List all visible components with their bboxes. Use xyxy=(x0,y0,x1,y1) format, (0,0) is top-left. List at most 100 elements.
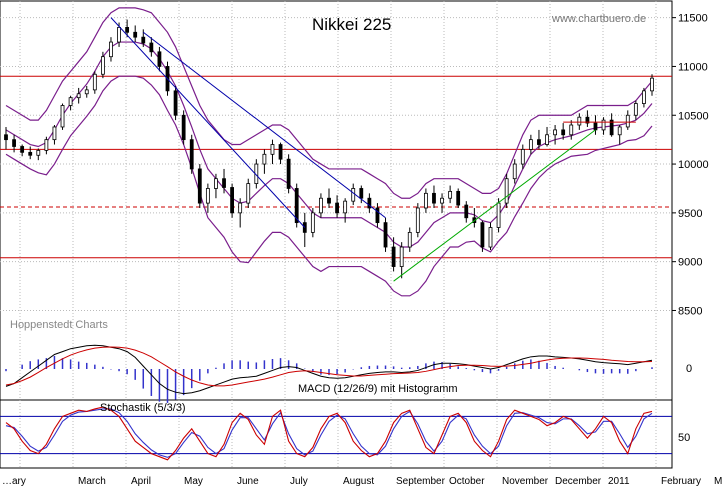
month-label: August xyxy=(343,476,374,486)
candle-body xyxy=(28,151,33,156)
month-label: July xyxy=(290,476,308,486)
candle-body xyxy=(238,202,243,214)
candle-body xyxy=(375,207,380,224)
candle-body xyxy=(504,178,509,204)
candle-body xyxy=(76,93,81,99)
candle-body xyxy=(117,27,121,43)
candle-body xyxy=(512,163,517,180)
candle-body xyxy=(537,139,541,145)
month-label: December xyxy=(555,476,602,486)
candle-body xyxy=(617,126,622,136)
y-tick-label: 10000 xyxy=(678,159,709,171)
candle-body xyxy=(488,227,493,248)
trendlines xyxy=(110,17,636,282)
candle-body xyxy=(351,188,356,202)
y-axis-ticks: 8500 9000 9500 10000 10500 11000 11500 xyxy=(672,13,709,317)
chart-frame xyxy=(0,0,673,469)
candle-body xyxy=(149,42,154,53)
candle-body xyxy=(496,202,501,228)
candle-body xyxy=(36,149,41,156)
month-label: May xyxy=(184,476,203,486)
candle-body xyxy=(480,222,485,248)
month-label: 2011 xyxy=(608,476,630,486)
candle-body xyxy=(286,158,291,189)
candle-body xyxy=(448,190,453,199)
candle-body xyxy=(440,197,444,204)
candle-body xyxy=(197,168,202,204)
candle-body xyxy=(577,116,582,126)
candle-body xyxy=(520,149,525,165)
candle-body xyxy=(310,212,315,233)
candle-body xyxy=(423,192,428,209)
candle-body xyxy=(399,246,404,267)
candle-body xyxy=(12,139,16,147)
candle-body xyxy=(601,119,606,131)
candle-body xyxy=(246,183,251,204)
source-label: Hoppenstedt Charts xyxy=(10,319,108,331)
bollinger-lower-line xyxy=(5,75,653,297)
candle-body xyxy=(609,119,614,136)
candle-body xyxy=(60,105,65,128)
candle-body xyxy=(68,97,73,106)
candle-body xyxy=(189,139,194,170)
y-tick-label: 9500 xyxy=(678,208,702,220)
candle-body xyxy=(545,134,549,145)
macd-line xyxy=(5,344,653,395)
candle-body xyxy=(569,124,574,136)
month-label: November xyxy=(502,476,549,486)
trendline xyxy=(393,129,596,282)
stochastic-k-line xyxy=(5,406,653,461)
chart-title: Nikkei 225 xyxy=(312,15,391,34)
candle-body xyxy=(157,51,162,67)
candle-body xyxy=(205,188,210,204)
candle-body xyxy=(464,204,469,219)
candle-body xyxy=(335,202,339,214)
candle-body xyxy=(391,246,396,267)
candle-body xyxy=(456,190,461,206)
candle-body xyxy=(327,197,331,204)
month-label: October xyxy=(449,476,485,486)
bollinger-bands xyxy=(5,7,653,297)
y-tick-label: 10500 xyxy=(678,110,709,122)
candle-body xyxy=(270,144,275,155)
candle-body xyxy=(84,89,89,95)
trendline xyxy=(142,31,386,219)
candle-body xyxy=(367,197,372,209)
candle-body xyxy=(230,187,235,214)
candle-body xyxy=(278,144,283,160)
candle-body xyxy=(528,139,533,150)
bollinger-upper-line xyxy=(5,7,653,199)
candle-body xyxy=(593,122,598,131)
stochastic-label: Stochastik (5/3/3) xyxy=(100,402,186,414)
month-label: June xyxy=(237,476,259,486)
candle-body xyxy=(383,222,388,248)
candle-body xyxy=(109,41,113,58)
y-tick-label: 9000 xyxy=(678,257,702,269)
watermark: www.chartbuero.de xyxy=(551,13,646,25)
grid-lines xyxy=(0,1,672,468)
stochastic-d-line xyxy=(5,408,653,458)
candle-body xyxy=(101,56,105,75)
candle-body xyxy=(214,178,218,189)
candle-body xyxy=(262,153,267,165)
month-label: March xyxy=(78,476,106,486)
y-tick-label: 11500 xyxy=(678,13,708,25)
candle-body xyxy=(642,90,646,104)
macd-label: MACD (12/26/9) mit Histogramm xyxy=(298,383,458,395)
candle-body xyxy=(553,129,557,136)
y-tick-label: 8500 xyxy=(678,305,702,317)
month-label: February xyxy=(661,476,701,486)
month-label: M… xyxy=(714,476,723,486)
candle-body xyxy=(407,231,412,248)
candle-body xyxy=(343,200,348,214)
candle-body xyxy=(415,207,420,233)
candle-body xyxy=(92,73,97,91)
trendline xyxy=(110,17,306,228)
candle-body xyxy=(561,129,566,136)
candle-body xyxy=(432,192,436,204)
macd-signal-line xyxy=(5,346,653,387)
candle-body xyxy=(20,146,25,153)
candle-body xyxy=(173,90,178,116)
